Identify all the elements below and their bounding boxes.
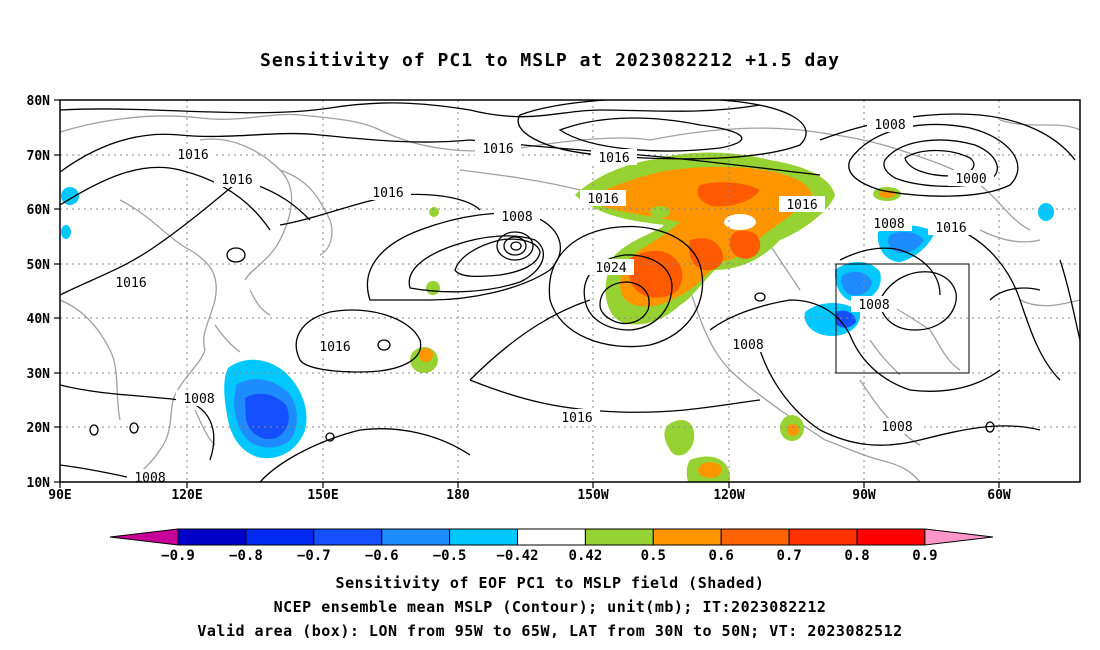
negative-sensitivity-region: [1038, 203, 1054, 221]
colorbar-max-arrow: [924, 528, 993, 546]
contour-label: 1016: [598, 151, 629, 166]
contour-label: 1008: [134, 471, 165, 486]
colorbar-swatch: [652, 528, 722, 546]
colorbar-swatch: [381, 528, 451, 546]
lat-tick-label: 80N: [27, 94, 51, 109]
lon-tick-label: 150E: [307, 488, 338, 503]
colorbar-label: −0.5: [433, 548, 467, 564]
colorbar-label: 0.42: [569, 548, 603, 564]
colorbar-swatch: [177, 528, 247, 546]
negative-sensitivity-region: [888, 231, 924, 253]
colorbar-swatch: [449, 528, 519, 546]
colorbar-min-arrow: [109, 528, 179, 546]
lat-tick-label: 60N: [27, 203, 51, 218]
valid-area-box: [835, 263, 970, 374]
contour-label: 1016: [482, 142, 513, 157]
negative-sensitivity-region: [836, 310, 856, 328]
contour-label: 1016: [319, 340, 350, 355]
colorbar-label: 0.7: [776, 548, 801, 564]
contour-label: 1016: [935, 221, 966, 236]
lat-tick-label: 50N: [27, 258, 51, 273]
contour-label: 1008: [858, 298, 889, 313]
lat-tick-label: 10N: [27, 476, 51, 491]
negative-sensitivity-region: [245, 393, 289, 440]
longitude-axis: 90E 120E 150E 180 150W 120W 90W 60W: [48, 488, 1011, 503]
colorbar-label: 0.9: [912, 548, 937, 564]
contour-label: 1016: [786, 198, 817, 213]
negative-sensitivity-region: [61, 225, 71, 239]
contour-label: 1016: [115, 276, 146, 291]
isobar-contours: [60, 100, 1080, 482]
colorbar-label: −0.6: [365, 548, 399, 564]
lat-tick-label: 30N: [27, 367, 51, 382]
contour-label: 1008: [874, 118, 905, 133]
caption-line-1: Sensitivity of EOF PC1 to MSLP field (Sh…: [335, 574, 765, 592]
colorbar-label: −0.8: [229, 548, 263, 564]
colorbar-swatch: [245, 528, 315, 546]
axis-ticks: [54, 99, 1000, 488]
colorbar-swatch: [517, 528, 586, 546]
positive-sensitivity-region: [664, 420, 695, 456]
plot-frame: [59, 99, 1081, 483]
lat-tick-label: 20N: [27, 421, 51, 436]
negative-sensitivity-region: [61, 187, 79, 205]
colorbar: −0.9 −0.8 −0.7 −0.6 −0.5 −0.42 0.42 0.5 0.6 0.7 0.…: [109, 528, 993, 564]
lon-tick-label: 120E: [171, 488, 202, 503]
lon-tick-label: 60W: [987, 488, 1011, 503]
colorbar-swatch: [788, 528, 858, 546]
positive-sensitivity-region: [429, 207, 439, 217]
contour-labels: 1016 1016 1016 1016 1016 1016 1016 1016 …: [108, 116, 994, 486]
colorbar-swatch: [720, 528, 790, 546]
lon-tick-label: 180: [446, 488, 470, 503]
lat-tick-label: 40N: [27, 312, 51, 327]
contour-label: 1016: [587, 192, 618, 207]
sensitivity-shading: [61, 152, 1054, 482]
latitude-axis: 80N 70N 60N 50N 40N 30N 20N 10N: [27, 94, 51, 491]
colorbar-label: −0.42: [496, 548, 538, 564]
colorbar-swatch: [313, 528, 383, 546]
colorbar-label: −0.9: [161, 548, 195, 564]
contour-label: 1008: [873, 217, 904, 232]
contour-label: 1016: [177, 148, 208, 163]
positive-sensitivity-region: [697, 182, 760, 207]
positive-sensitivity-region: [426, 281, 440, 295]
coastlines: [60, 113, 1080, 482]
contour-label: 1000: [955, 172, 986, 187]
plot-area: 1016 1016 1016 1016 1016 1016 1016 1016 …: [60, 100, 1080, 486]
colorbar-swatch: [584, 528, 654, 546]
caption-line-3: Valid area (box): LON from 95W to 65W, L…: [197, 622, 903, 640]
positive-sensitivity-region: [688, 238, 723, 271]
contour-label: 1024: [595, 261, 626, 276]
contour-label: 1016: [561, 411, 592, 426]
caption-line-2: NCEP ensemble mean MSLP (Contour); unit(…: [273, 598, 827, 616]
lon-tick-label: 90E: [48, 488, 71, 503]
contour-label: 1008: [183, 392, 214, 407]
colorbar-label: 0.5: [641, 548, 666, 564]
colorbar-label: 0.8: [844, 548, 869, 564]
lon-tick-label: 90W: [852, 488, 876, 503]
map-title: Sensitivity of PC1 to MSLP at 2023082212…: [259, 50, 840, 71]
contour-label: 1016: [221, 173, 252, 188]
negative-sensitivity-region: [841, 271, 872, 296]
lon-tick-label: 120W: [713, 488, 744, 503]
positive-sensitivity-region: [628, 250, 683, 298]
colorbar-label: 0.6: [709, 548, 734, 564]
contour-label: 1008: [881, 420, 912, 435]
positive-sensitivity-region: [729, 230, 761, 259]
colorbar-label: −0.7: [297, 548, 331, 564]
colorbar-swatch: [856, 528, 926, 546]
lon-tick-label: 150W: [577, 488, 608, 503]
contour-label: 1016: [372, 186, 403, 201]
lat-tick-label: 70N: [27, 149, 51, 164]
contour-label: 1008: [501, 210, 532, 225]
contour-label: 1008: [732, 338, 763, 353]
